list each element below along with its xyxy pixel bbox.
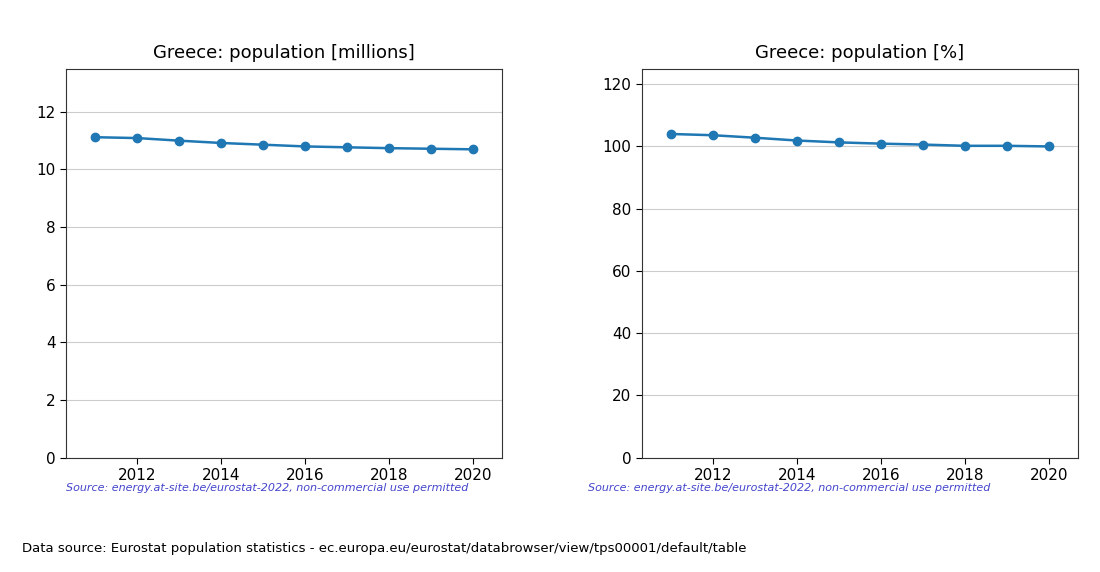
Text: Data source: Eurostat population statistics - ec.europa.eu/eurostat/databrowser/: Data source: Eurostat population statist… [22,542,747,555]
Text: Source: energy.at-site.be/eurostat-2022, non-commercial use permitted: Source: energy.at-site.be/eurostat-2022,… [66,483,469,493]
Title: Greece: population [millions]: Greece: population [millions] [153,43,415,62]
Text: Source: energy.at-site.be/eurostat-2022, non-commercial use permitted: Source: energy.at-site.be/eurostat-2022,… [588,483,991,493]
Title: Greece: population [%]: Greece: population [%] [756,43,965,62]
